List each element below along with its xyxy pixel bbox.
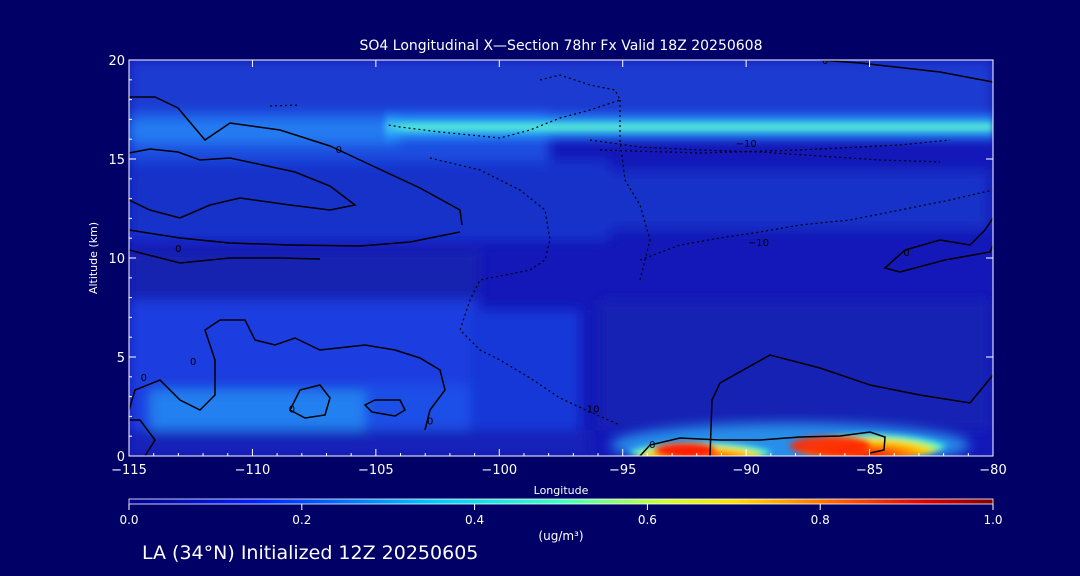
contour-value-label: 10 [587, 404, 600, 415]
x-tick-label: −100 [481, 463, 517, 478]
contour-labels: 0 0 −10 −10 0 0 0 0 0 0 10 0 [141, 56, 910, 451]
contours-solid [129, 60, 993, 456]
contour-value-label: 0 [336, 145, 342, 156]
x-axis: −115 −110 −105 −100 −95 −90 −85 −80 [111, 60, 1007, 478]
chart-title: SO4 Longitudinal X—Section 78hr Fx Valid… [360, 38, 763, 54]
plot-area: 0 0 −10 −10 0 0 0 0 0 0 10 0 [129, 56, 993, 456]
contour-value-label: 0 [649, 440, 655, 451]
contour-value-label: 0 [289, 404, 295, 415]
colorbar-units-label: (ug/m³) [538, 529, 583, 543]
x-tick-label: −105 [358, 463, 394, 478]
x-tick-label: −90 [732, 463, 759, 478]
initialization-caption: LA (34°N) Initialized 12Z 20250605 [142, 542, 479, 564]
colorbar-tick-label: 0.0 [119, 513, 138, 527]
surface-so4-plume [610, 420, 970, 456]
contours-dashed [269, 74, 993, 426]
y-tick-label: 20 [108, 54, 125, 69]
colorbar-tick-label: 1.0 [983, 513, 1002, 527]
y-tick-label: 5 [117, 351, 125, 366]
colorbar-gradient [129, 499, 993, 504]
colorbar-tick-label: 0.2 [292, 513, 311, 527]
x-tick-label: −110 [235, 463, 271, 478]
x-tick-label: −115 [111, 463, 147, 478]
x-tick-label: −85 [856, 463, 883, 478]
colorbar-tick-label: 0.4 [465, 513, 484, 527]
x-tick-label: −95 [609, 463, 636, 478]
y-tick-label: 0 [117, 450, 125, 465]
x-axis-label: Longitude [534, 484, 589, 497]
contour-value-label: −10 [748, 238, 769, 249]
contour-value-label: 0 [141, 373, 147, 384]
upper-so4-band [385, 108, 993, 146]
colorbar: 0.0 0.2 0.4 0.6 0.8 1.0 (ug/m³) [119, 498, 1003, 543]
x-tick-label: −80 [979, 463, 1006, 478]
colorbar-tick-label: 0.8 [811, 513, 830, 527]
colorbar-tick-label: 0.6 [638, 513, 657, 527]
contour-value-label: 0 [175, 244, 181, 255]
contour-value-label: −10 [736, 139, 757, 150]
contour-value-label: 0 [822, 56, 828, 67]
y-axis-label: Altitude (km) [87, 222, 100, 294]
contour-value-label: 0 [427, 416, 433, 427]
y-tick-label: 15 [108, 153, 125, 168]
concentration-field [129, 60, 993, 456]
colorbar-ticks: 0.0 0.2 0.4 0.6 0.8 1.0 [119, 504, 1003, 527]
y-tick-label: 10 [108, 252, 125, 267]
contour-value-label: 0 [190, 357, 196, 368]
y-axis: 0 5 10 15 20 [108, 54, 993, 465]
contour-value-label: 0 [903, 248, 909, 259]
